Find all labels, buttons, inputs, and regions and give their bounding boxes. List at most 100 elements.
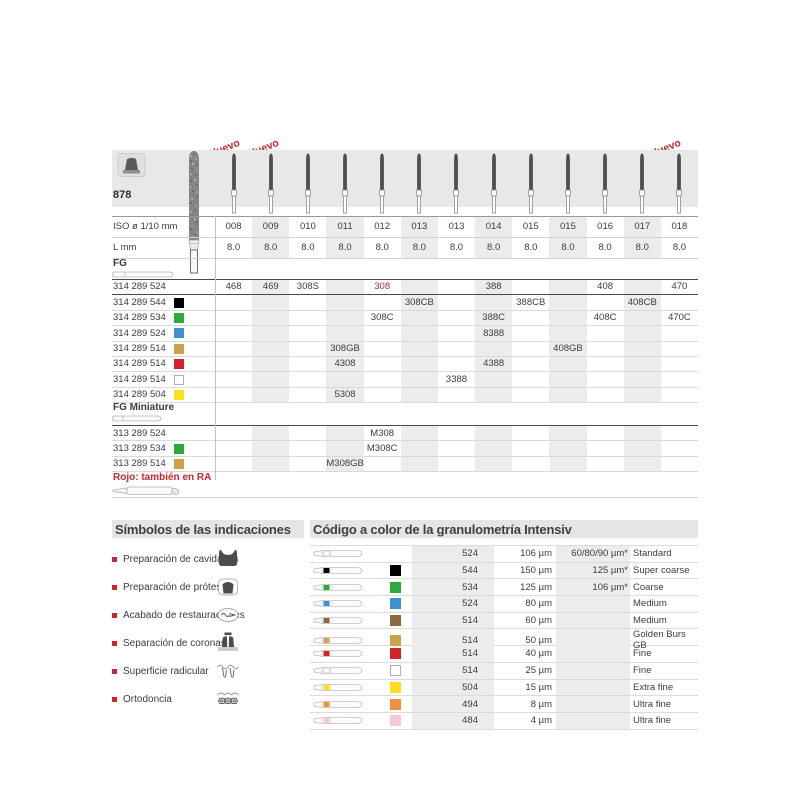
bur-silhouette-icon: [438, 150, 475, 214]
size-code-cell: [326, 441, 364, 456]
order-code-row: 314 289 514 3388: [112, 372, 698, 388]
granulometry-row: 524 80 µm Medium: [310, 596, 698, 613]
ra-note-text: Rojo: también en RA: [113, 472, 212, 484]
legend-grit-name: Extra fine: [633, 681, 674, 693]
length-value-cell: 8.0: [400, 238, 438, 258]
granulometry-row: 484 4 µm Ultra fine: [310, 712, 698, 730]
size-code-cell: [326, 372, 364, 387]
fg-label: FG: [113, 258, 127, 269]
product-bur-image: [186, 150, 202, 279]
order-code: 314 289 524: [113, 281, 166, 293]
legend-square-holder: [390, 613, 412, 629]
size-code-cell: [364, 372, 401, 386]
size-code-cell: [512, 311, 549, 325]
size-code-cell: [400, 372, 438, 387]
legend-square-holder: [390, 629, 412, 651]
size-code-cell: [438, 441, 475, 455]
order-code: 314 289 514: [113, 373, 166, 385]
size-code-cell: 308C: [370, 312, 394, 324]
white-grit-square: [174, 374, 184, 385]
bur-silhouette-icon: [587, 150, 624, 214]
legend-alt-size: [556, 629, 630, 652]
size-code-cell: [661, 426, 698, 440]
iso-value-cell: 008: [225, 221, 242, 233]
bur-shapes-band: 878: [112, 150, 698, 214]
iso-value-cell: 016: [597, 221, 614, 233]
size-code-cell: 388: [475, 280, 513, 295]
legend-grain-size: 15 µm: [525, 681, 552, 693]
size-code-cell: [438, 326, 475, 340]
legend-grit-name: Fine: [633, 665, 652, 677]
size-code-cell: [475, 295, 513, 310]
size-code-cell: [400, 280, 438, 295]
legend-grain-size: 40 µm: [525, 648, 552, 660]
indication-label: Ortodoncia: [123, 693, 172, 705]
order-code-cell: 314 289 524: [112, 326, 215, 340]
size-code-cell: [364, 388, 401, 402]
legend-code: 534: [412, 579, 494, 596]
order-code-cell: 314 289 514: [112, 342, 215, 356]
indication-label: Superficie radicular: [123, 665, 209, 677]
restoration-finishing-icon: [216, 603, 240, 627]
bur-silhouette-icon: [326, 150, 363, 214]
size-code-cell: [587, 441, 624, 455]
size-code-cell: [549, 441, 587, 456]
iso-value-cell: 013: [400, 217, 438, 237]
red-bullet-icon: [112, 696, 117, 702]
indications-list: Preparación de cavidades Preparación de p…: [112, 545, 304, 713]
legend-bur-icon: [310, 663, 390, 679]
size-code-cell: [400, 341, 438, 356]
indication-label: Acabado de restauraciones: [123, 609, 245, 621]
legend-square-holder: [390, 663, 412, 679]
legend-square-holder: [390, 696, 412, 712]
gold-grit-square: [390, 634, 401, 646]
length-value-cell: 8.0: [524, 242, 538, 254]
legend-bur-icon: [310, 596, 390, 612]
size-code-cell: 470: [671, 281, 688, 293]
granulometry-row: 514 25 µm Fine: [310, 662, 698, 680]
order-code-cell: 314 289 534: [112, 311, 215, 325]
granulometry-row: 544 150 µm 125 µm* Super coarse: [310, 562, 698, 580]
bur-silhouette-icon: [252, 150, 289, 214]
size-code-cell: [587, 426, 624, 440]
size-code-cell: [623, 372, 661, 387]
size-code-cell: [400, 310, 438, 326]
granulometry-row: 514 60 µm Medium: [310, 612, 698, 630]
size-code-cell: [549, 280, 587, 295]
size-code-cell: [326, 326, 364, 341]
product-table: Nuevo Nuevo Nuevo 878: [112, 137, 698, 499]
size-code-cell: [215, 388, 252, 402]
size-code-cell: [215, 326, 252, 340]
fg-shank-row: FG: [112, 259, 698, 280]
legend-grain-size: 150 µm: [520, 565, 552, 577]
size-code-cell: [549, 372, 587, 387]
order-code-cell: 314 289 544: [112, 295, 215, 309]
size-code-cell: [252, 341, 290, 356]
size-code-cell: [661, 295, 698, 309]
size-code-cell: [438, 311, 475, 325]
size-code-cell: [512, 372, 549, 386]
legend-grain-size: 25 µm: [525, 665, 552, 677]
legend-code: 544: [412, 562, 494, 579]
legend-grit-name: Standard: [633, 548, 672, 560]
legend-bur-icon: [310, 546, 390, 562]
order-code-row: 314 289 514 4308 4388: [112, 356, 698, 373]
iso-value-cell: 015: [549, 217, 587, 237]
size-code-cell: [289, 357, 326, 371]
gold-grit-square: [174, 343, 184, 354]
size-code-cell: [587, 388, 624, 402]
legend-alt-size: [556, 679, 630, 696]
length-value-cell: 8.0: [598, 242, 612, 254]
order-code-cell: 314 289 504: [112, 388, 215, 402]
legend-square-holder: [390, 579, 412, 595]
red-bullet-icon: [112, 612, 117, 618]
size-code-cell: [252, 326, 290, 341]
size-code-cell: [400, 426, 438, 441]
size-code-cell: [475, 426, 513, 441]
size-code-cell: [512, 342, 549, 356]
green-grit-square: [174, 312, 184, 323]
legend-grit-name: Coarse: [633, 581, 664, 593]
size-code-cell: [215, 311, 252, 325]
size-code-cell: [587, 326, 624, 340]
size-code-cell: [475, 387, 513, 403]
